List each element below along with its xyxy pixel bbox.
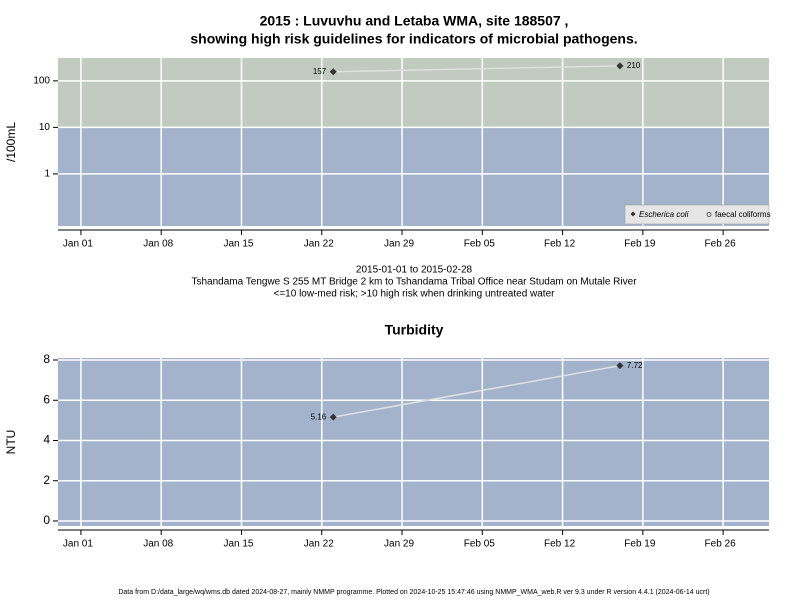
note: 2015-01-01 to 2015-02-28 [356, 265, 473, 276]
chart-title: showing high risk guidelines for indicat… [190, 31, 637, 47]
y-tick-label: 4 [43, 433, 50, 447]
y-tick-label: 2 [43, 473, 50, 487]
x-tick-label: Jan 15 [223, 539, 253, 550]
x-tick-label: Jan 22 [304, 539, 334, 550]
x-tick-label: Jan 29 [384, 239, 414, 250]
x-tick-label: Jan 08 [143, 239, 173, 250]
footer: Data from D:/data_large/wq/wms.db dated … [118, 589, 709, 596]
note: <=10 low-med risk; >10 high risk when dr… [274, 289, 556, 300]
series-line [333, 364, 621, 418]
high-risk-band [58, 58, 769, 128]
x-tick-label: Feb 26 [705, 539, 737, 550]
y-tick-label: 1 [44, 169, 50, 180]
series-line [333, 65, 620, 73]
x-tick-label: Feb 05 [464, 239, 496, 250]
data-label: 7.72 [627, 361, 643, 370]
data-point [616, 362, 624, 370]
legend-marker [630, 211, 636, 217]
y-axis-label: /100mL [4, 122, 18, 162]
x-tick-label: Feb 12 [544, 539, 576, 550]
x-tick-label: Jan 08 [143, 539, 173, 550]
chart-title: 2015 : Luvuvhu and Letaba WMA, site 1885… [260, 13, 569, 29]
x-tick-label: Feb 19 [624, 539, 656, 550]
legend-label: Escherica coli [639, 210, 689, 219]
x-tick-label: Jan 22 [304, 239, 334, 250]
data-point [329, 413, 337, 421]
legend [624, 204, 770, 225]
x-tick-label: Jan 15 [223, 239, 253, 250]
y-tick-label: 8 [43, 352, 50, 366]
x-tick-label: Feb 19 [624, 239, 656, 250]
note: Tshandama Tengwe S 255 MT Bridge 2 km to… [191, 277, 637, 288]
x-tick-label: Feb 05 [464, 539, 496, 550]
chart-title: Turbidity [385, 322, 444, 338]
x-tick-label: Jan 01 [63, 239, 93, 250]
y-axis-label: NTU [4, 430, 18, 455]
y-tick-label: 6 [43, 392, 50, 406]
legend-label: faecal coliforms [715, 210, 771, 219]
plot-background [58, 358, 769, 526]
y-tick-label: 0 [43, 513, 50, 527]
x-tick-label: Jan 29 [384, 539, 414, 550]
x-tick-label: Jan 01 [63, 539, 93, 550]
data-point [329, 68, 337, 76]
x-tick-label: Feb 12 [544, 239, 576, 250]
data-label: 157 [313, 67, 327, 76]
data-label: 210 [627, 61, 641, 70]
data-label: 5.16 [311, 412, 327, 421]
y-tick-label: 100 [33, 76, 50, 87]
data-point [616, 62, 624, 70]
x-tick-label: Feb 26 [705, 239, 737, 250]
legend-marker [706, 212, 712, 217]
y-tick-label: 10 [39, 122, 51, 133]
